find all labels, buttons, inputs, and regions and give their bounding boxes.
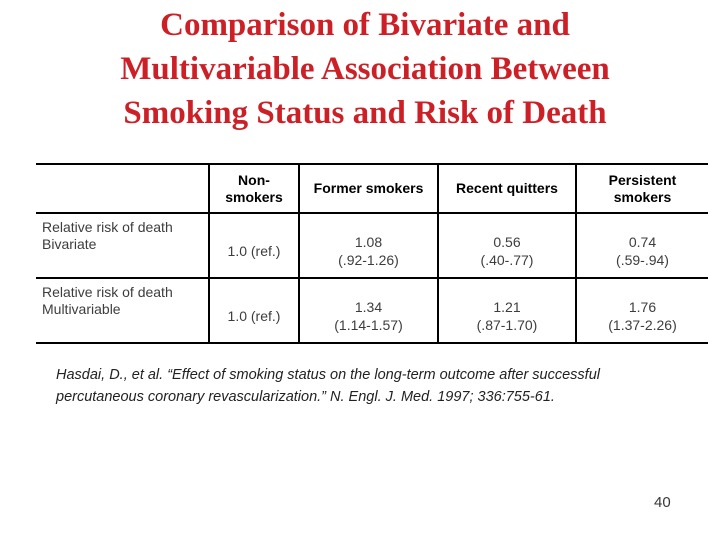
header-empty-cell: [36, 164, 209, 213]
cell-value: 1.76: [628, 298, 657, 315]
cell-bivariate-former: 1.08 (.92-1.26): [298, 213, 438, 278]
table-row-bivariate: Relative risk of death Bivariate 1.0 (re…: [36, 213, 708, 278]
header-persistent-line-2: smokers: [613, 188, 672, 205]
cell-value: 1.21: [493, 298, 521, 315]
slide-title-line-2: Multivariable Association Between: [120, 51, 610, 87]
cell-confidence-interval: (.59-.94): [616, 251, 669, 268]
row-label-multivariable-line-2: Multivariable: [42, 301, 121, 317]
slide-title-line-3: Smoking Status and Risk of Death: [123, 95, 607, 131]
slide-title: Comparison of Bivariate and Multivariabl…: [0, 3, 720, 135]
cell-multivariable-recent: 1.21 (.87-1.70): [437, 278, 576, 343]
cell-bivariate-persistent: 0.74 (.59-.94): [575, 213, 708, 278]
cell-confidence-interval: (.40-.77): [480, 251, 534, 268]
slide-title-line-1: Comparison of Bivariate and: [160, 7, 570, 43]
cell-multivariable-persistent: 1.76 (1.37-2.26): [575, 278, 708, 343]
cell-confidence-interval: (.92-1.26): [338, 251, 399, 268]
cell-value: 0.56: [493, 233, 521, 250]
cell-value: 1.0 (ref.): [227, 307, 281, 324]
cell-confidence-interval: (1.14-1.57): [334, 316, 403, 333]
cell-value: 1.34: [354, 298, 383, 315]
slide-page-number: 40: [654, 494, 671, 511]
row-label-bivariate-line-1: Relative risk of death: [42, 219, 173, 235]
cell-value: 0.74: [628, 233, 657, 250]
row-label-multivariable-line-1: Relative risk of death: [42, 284, 173, 300]
citation-line-1: Hasdai, D., et al. “Effect of smoking st…: [56, 367, 600, 383]
cell-bivariate-nonsmokers: 1.0 (ref.): [208, 213, 299, 278]
cell-confidence-interval: (.87-1.70): [476, 316, 538, 333]
header-persistent-smokers: Persistent smokers: [575, 164, 708, 213]
table-header-row: Non- smokers Former smokers Recent quitt…: [36, 164, 708, 213]
row-label-bivariate-line-2: Bivariate: [42, 236, 97, 252]
header-nonsmokers-line-1: Non-: [238, 171, 270, 188]
cell-bivariate-recent: 0.56 (.40-.77): [437, 213, 576, 278]
cell-multivariable-former: 1.34 (1.14-1.57): [298, 278, 438, 343]
header-persistent-line-1: Persistent: [608, 171, 677, 188]
header-recent-quitters: Recent quitters: [437, 164, 576, 213]
header-nonsmokers: Non- smokers: [208, 164, 299, 213]
header-nonsmokers-line-2: smokers: [225, 188, 283, 205]
row-label-multivariable: Relative risk of death Multivariable: [36, 278, 209, 343]
row-label-bivariate: Relative risk of death Bivariate: [36, 213, 209, 278]
citation-line-2: percutaneous coronary revascularization.…: [56, 388, 555, 405]
smoking-risk-table: Non- smokers Former smokers Recent quitt…: [36, 163, 708, 344]
citation-text: Hasdai, D., et al. “Effect of smoking st…: [56, 365, 706, 408]
cell-multivariable-nonsmokers: 1.0 (ref.): [208, 278, 299, 343]
header-former-smokers: Former smokers: [298, 164, 438, 213]
cell-value: 1.0 (ref.): [227, 242, 281, 259]
table-row-multivariable: Relative risk of death Multivariable 1.0…: [36, 278, 708, 343]
cell-confidence-interval: (1.37-2.26): [608, 316, 677, 333]
cell-value: 1.08: [354, 233, 383, 250]
